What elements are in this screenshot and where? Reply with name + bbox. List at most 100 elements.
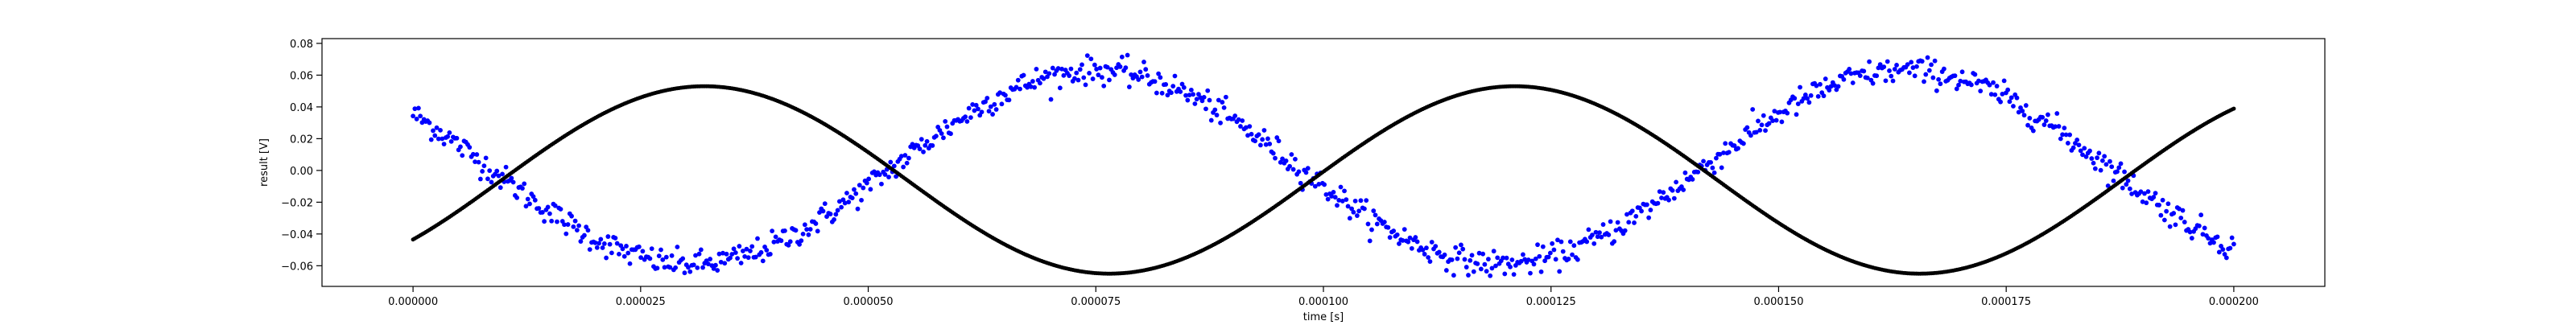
data-point (1802, 93, 1808, 97)
data-point (1232, 113, 1238, 118)
data-point (1509, 257, 1515, 262)
data-point (2124, 182, 2129, 187)
data-point (432, 133, 438, 138)
data-point (733, 250, 738, 255)
data-point (1371, 208, 1377, 213)
data-point (1835, 84, 1841, 89)
data-point (1442, 252, 1447, 257)
data-point (1265, 136, 1270, 142)
data-point (1340, 199, 1345, 204)
data-point (654, 265, 660, 271)
data-point (1659, 195, 1664, 200)
data-point (1429, 240, 1435, 245)
data-point (1256, 132, 1261, 138)
data-point (441, 142, 447, 146)
data-point (1488, 273, 1493, 278)
data-point (718, 259, 724, 265)
data-point (539, 210, 545, 215)
data-point (2229, 235, 2235, 241)
data-point (1942, 66, 1946, 72)
data-point (1385, 224, 1391, 230)
data-point (1818, 81, 1823, 87)
data-point (1192, 101, 1198, 106)
data-point (474, 152, 480, 157)
data-point (582, 232, 587, 238)
data-point (2153, 191, 2158, 196)
data-point (1988, 92, 1994, 97)
data-point (1015, 77, 1021, 83)
data-point (1766, 121, 1772, 126)
data-point (1711, 170, 1717, 175)
data-point (966, 105, 972, 111)
data-point (1114, 65, 1119, 71)
data-point (1550, 241, 1555, 246)
data-point (2043, 118, 2049, 123)
data-point (866, 176, 872, 182)
data-point (640, 249, 646, 254)
data-point (770, 228, 775, 234)
data-point (713, 262, 718, 268)
data-point (597, 241, 601, 246)
data-point (1422, 252, 1427, 257)
data-point (1263, 142, 1269, 147)
data-point (844, 191, 849, 195)
data-point (1972, 72, 1978, 77)
data-point (604, 255, 609, 261)
data-point (992, 101, 997, 107)
data-point (445, 134, 451, 139)
data-point (2198, 212, 2204, 218)
data-point (1141, 60, 1146, 64)
data-point (473, 159, 477, 165)
data-point (585, 228, 591, 233)
data-point (1407, 235, 1413, 241)
data-point (2157, 203, 2161, 208)
data-point (1453, 245, 1459, 250)
data-point (1081, 75, 1087, 80)
data-point (1805, 96, 1810, 101)
data-point (1486, 257, 1491, 261)
data-point (921, 149, 926, 154)
data-point (2167, 224, 2173, 229)
data-point (1584, 239, 1590, 245)
data-point (1119, 54, 1125, 60)
data-point (1006, 97, 1012, 103)
data-point (576, 223, 582, 228)
data-point (2116, 165, 2122, 171)
data-point (1566, 256, 1571, 261)
data-point (2082, 146, 2087, 151)
data-point (2105, 183, 2111, 188)
data-point (1456, 250, 1462, 256)
data-point (545, 204, 551, 210)
data-point (414, 117, 419, 121)
data-point (2021, 113, 2027, 118)
data-point (1919, 59, 1925, 64)
data-point (800, 231, 806, 237)
data-point (411, 113, 415, 119)
data-point (636, 244, 642, 249)
data-point (525, 196, 530, 202)
data-point (1129, 72, 1134, 77)
data-point (447, 130, 452, 135)
data-point (614, 241, 620, 246)
data-point (2120, 185, 2125, 191)
data-point (1511, 272, 1517, 278)
y-axis-label: result [V] (258, 138, 270, 187)
data-point (682, 270, 687, 276)
data-point (857, 183, 862, 188)
data-point (1736, 146, 1740, 151)
data-point (1303, 170, 1309, 175)
data-point (1597, 230, 1602, 236)
data-point (930, 143, 935, 148)
data-point (2127, 186, 2132, 191)
data-point (1207, 97, 1212, 103)
data-point (2103, 162, 2109, 167)
data-point (1792, 96, 1798, 101)
data-point (1887, 68, 1892, 73)
data-point (1551, 247, 1557, 253)
data-point (2067, 132, 2073, 138)
data-point (767, 252, 773, 257)
data-point (696, 251, 702, 257)
y-tick-label: −0.04 (281, 229, 313, 241)
data-point (1885, 59, 1890, 64)
data-point (1373, 212, 1378, 218)
